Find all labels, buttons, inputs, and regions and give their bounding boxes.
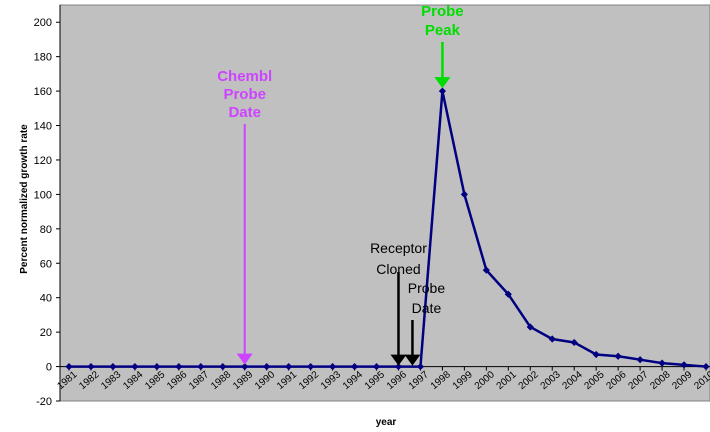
data-point	[328, 362, 337, 371]
y-axis: -20 0 20 40 60 80 100 120 140 160 180 200	[34, 5, 61, 408]
y-tick-label: 140	[34, 121, 52, 133]
probe-date-label: Probe Date	[408, 280, 446, 316]
data-point	[197, 362, 205, 371]
data-point	[658, 359, 666, 367]
data-point	[614, 352, 622, 360]
probe-date-arrow-head	[404, 354, 421, 366]
y-tick-label: 160	[34, 86, 52, 98]
y-tick-label: 0	[46, 362, 52, 374]
data-point	[109, 362, 117, 371]
y-tick-label: 200	[34, 17, 52, 29]
data-point	[87, 362, 95, 371]
y-tick-label: 180	[34, 52, 52, 64]
data-point	[416, 362, 425, 371]
data-point	[263, 362, 271, 371]
data-point	[241, 362, 249, 371]
y-tick-label: 80	[40, 224, 52, 236]
probe-peak-arrow-head	[434, 77, 451, 89]
receptor-cloned-arrow-head	[390, 354, 407, 366]
data-point	[702, 362, 710, 371]
y-tick-label: 100	[34, 189, 52, 201]
data-point	[570, 338, 578, 347]
data-point	[460, 190, 468, 198]
series-line	[69, 90, 707, 368]
data-point	[175, 362, 183, 371]
data-point	[350, 362, 359, 371]
data-point	[131, 362, 139, 371]
y-tick-label: -20	[36, 396, 52, 408]
y-tick-label: 60	[40, 258, 52, 270]
probe-peak-label: Probe Peak	[421, 3, 464, 39]
chembl-probe-date-arrow-head	[236, 353, 253, 365]
annotations-layer: Chembl Probe Date Probe Peak Receptor ClonedPr…	[217, 3, 464, 366]
y-tick-label: 40	[40, 293, 52, 305]
data-point	[394, 362, 403, 371]
data-point	[504, 290, 512, 298]
chembl-probe-date-label: Chembl Probe Date	[217, 68, 272, 121]
data-point	[482, 266, 490, 274]
data-point	[680, 361, 688, 369]
y-axis-label: Percent normalized growth rate	[19, 124, 30, 274]
plot-area	[59, 4, 710, 402]
data-point	[592, 350, 600, 359]
data-point	[153, 362, 161, 371]
data-point	[526, 323, 534, 331]
receptor-cloned-label: Receptor Cloned	[370, 240, 427, 277]
data-point	[285, 362, 293, 371]
x-axis-label: year	[376, 417, 397, 428]
data-point	[636, 356, 644, 364]
data-point	[548, 335, 556, 343]
y-tick-label: 20	[40, 327, 52, 339]
y-tick-label: 120	[34, 155, 52, 167]
series-layer	[65, 87, 710, 371]
data-point	[65, 362, 73, 371]
data-point	[438, 87, 447, 95]
data-point	[219, 362, 227, 371]
data-point	[307, 362, 315, 371]
data-point	[372, 362, 381, 371]
